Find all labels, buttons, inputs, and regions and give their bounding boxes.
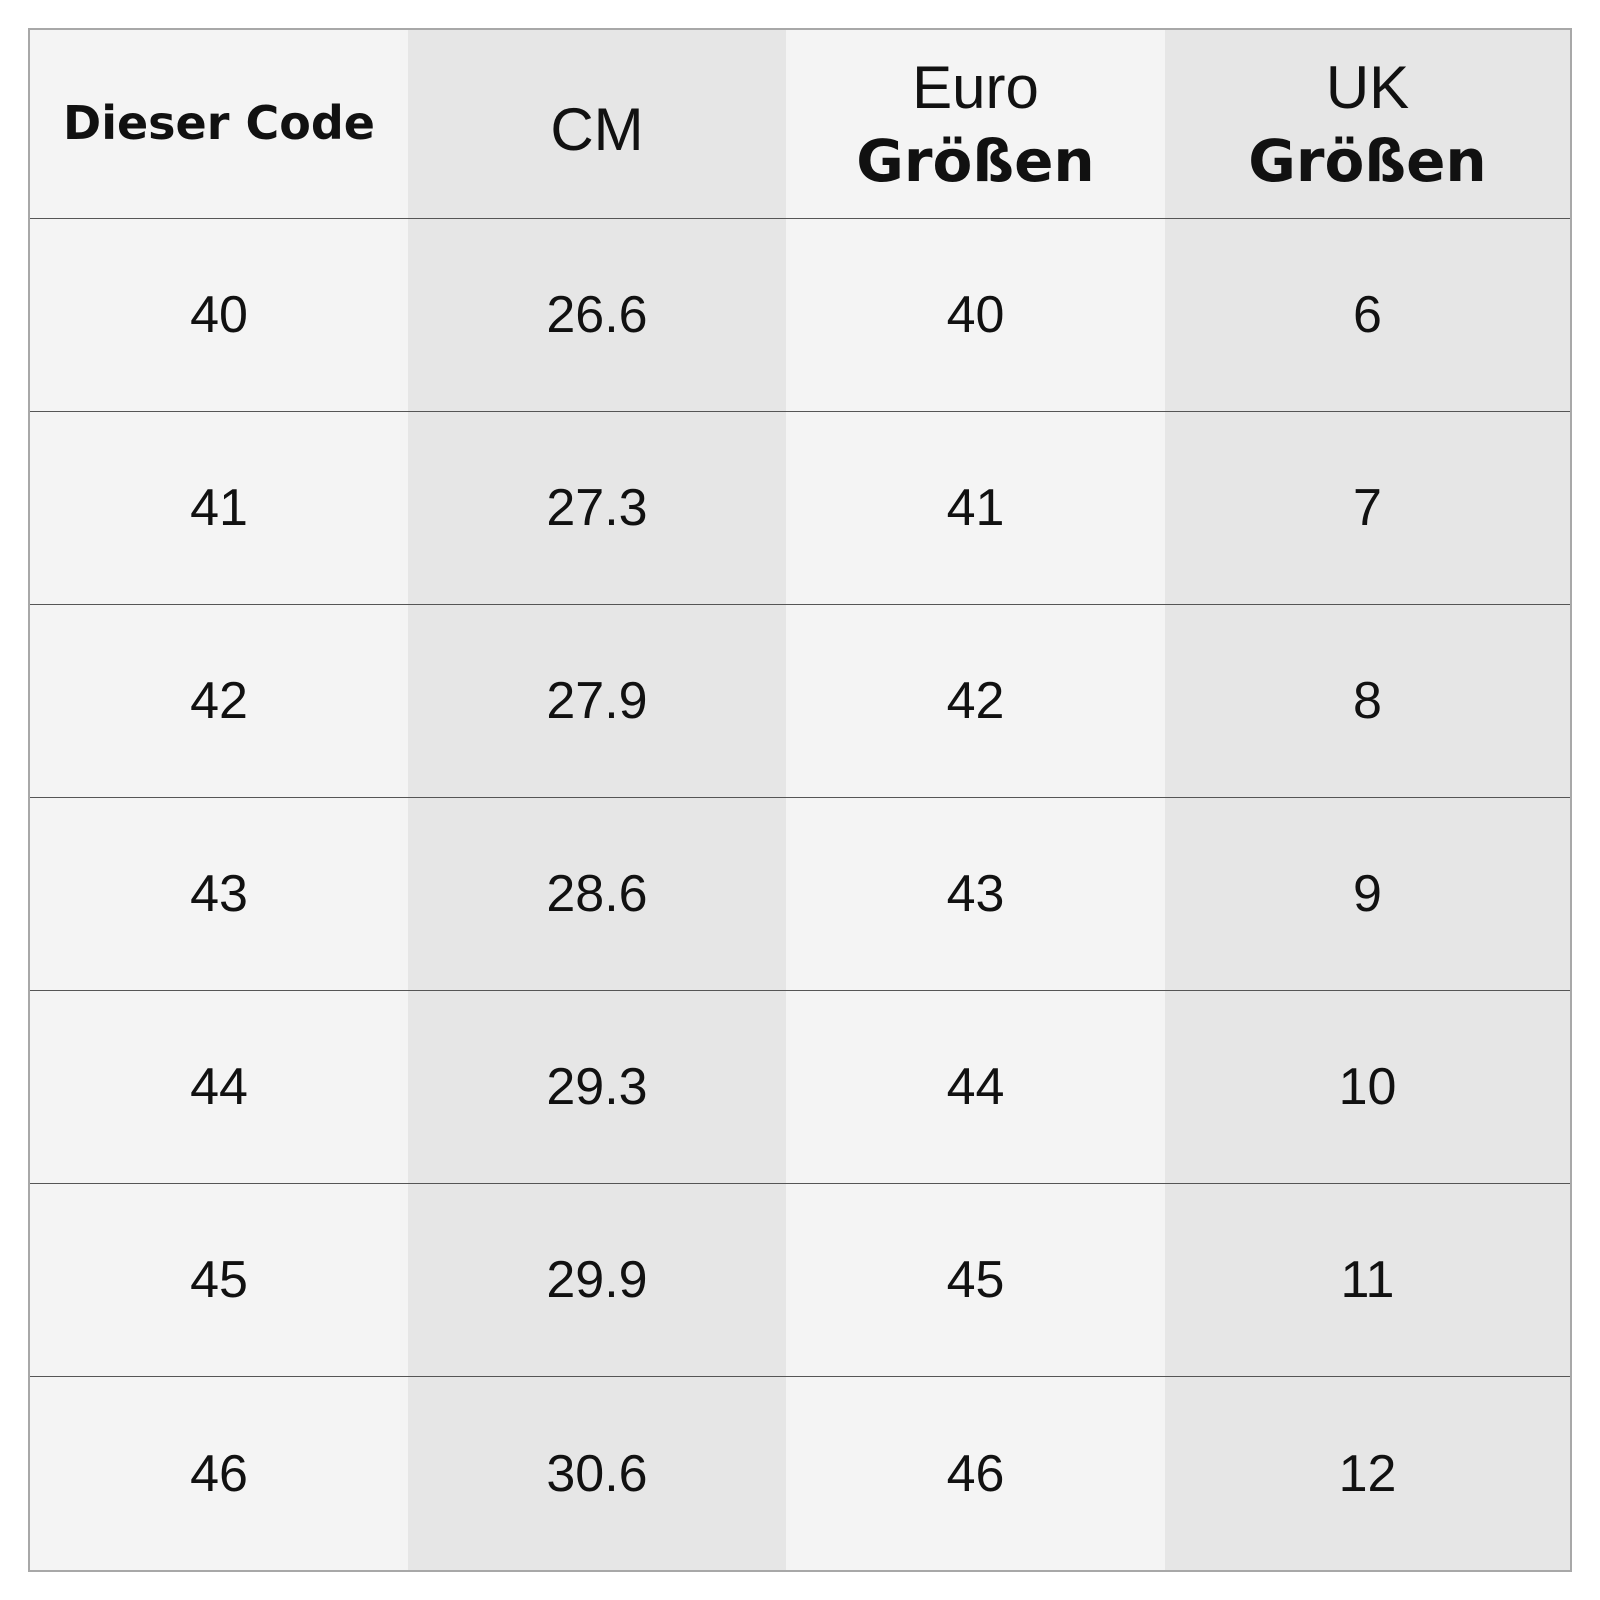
cell-code: 44 [30,991,408,1184]
cell-code: 43 [30,798,408,991]
cell-code: 46 [30,1377,408,1570]
header-uk-line2: Größen [1248,127,1487,196]
cell-uk: 12 [1165,1377,1570,1570]
cell-code: 45 [30,1184,408,1377]
header-euro-line2: Größen [856,127,1095,196]
header-cm: CM [408,30,786,219]
cell-cm: 30.6 [408,1377,786,1570]
cell-cm: 28.6 [408,798,786,991]
header-uk: UK Größen [1165,30,1570,219]
header-code-label: Dieser Code [63,96,375,151]
cell-uk: 8 [1165,605,1570,798]
cell-cm: 29.3 [408,991,786,1184]
cell-cm: 27.9 [408,605,786,798]
header-euro-line1: Euro [912,54,1039,122]
cell-euro: 43 [786,798,1165,991]
cell-cm: 27.3 [408,412,786,605]
cell-uk: 11 [1165,1184,1570,1377]
cell-code: 42 [30,605,408,798]
cell-cm: 26.6 [408,219,786,412]
header-code: Dieser Code [30,30,408,219]
cell-euro: 44 [786,991,1165,1184]
header-uk-line1: UK [1325,54,1410,122]
header-cm-label: CM [550,95,644,163]
cell-euro: 41 [786,412,1165,605]
cell-euro: 45 [786,1184,1165,1377]
cell-uk: 6 [1165,219,1570,412]
cell-uk: 9 [1165,798,1570,991]
cell-uk: 7 [1165,412,1570,605]
cell-code: 41 [30,412,408,605]
cell-euro: 42 [786,605,1165,798]
header-euro: Euro Größen [786,30,1165,219]
cell-cm: 29.9 [408,1184,786,1377]
cell-euro: 46 [786,1377,1165,1570]
size-chart-table: Dieser Code CM Euro Größen UK Größen 40 … [28,28,1572,1572]
size-chart-grid: Dieser Code CM Euro Größen UK Größen 40 … [30,30,1570,1570]
cell-code: 40 [30,219,408,412]
cell-euro: 40 [786,219,1165,412]
cell-uk: 10 [1165,991,1570,1184]
